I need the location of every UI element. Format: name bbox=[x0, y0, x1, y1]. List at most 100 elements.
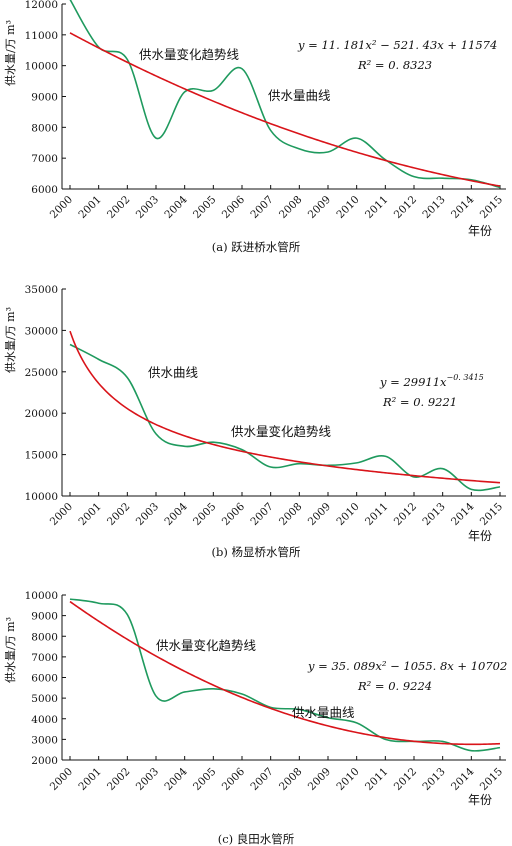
figure-caption: (b) 杨显桥水管所 bbox=[212, 545, 301, 559]
x-tick-label: 2003 bbox=[134, 194, 161, 221]
trend-line-label: 供水量变化趋势线 bbox=[231, 424, 332, 439]
x-tick-label: 2012 bbox=[392, 501, 419, 528]
x-tick-label: 2011 bbox=[363, 194, 390, 221]
x-tick-label: 2001 bbox=[76, 766, 103, 793]
y-tick-label: 25000 bbox=[25, 367, 58, 379]
r-squared: R² = 0. 8323 bbox=[357, 58, 432, 72]
x-tick-label: 2002 bbox=[105, 766, 132, 793]
x-tick-label: 2005 bbox=[191, 766, 218, 793]
y-axis-label: 供水量/万 m³ bbox=[3, 307, 17, 373]
figure-caption: (c) 良田水管所 bbox=[218, 832, 295, 846]
x-axis-label: 年份 bbox=[468, 793, 492, 807]
trend-equation: y = 29911x−0. 3415 bbox=[379, 373, 484, 389]
x-tick-label: 2011 bbox=[363, 766, 390, 793]
x-tick-label: 2000 bbox=[48, 194, 75, 221]
y-tick-label: 6000 bbox=[31, 673, 58, 685]
trend-equation-exponent: −0. 3415 bbox=[447, 373, 484, 382]
trend-line bbox=[69, 600, 501, 746]
x-tick-label: 2007 bbox=[248, 501, 275, 528]
x-tick-label: 2013 bbox=[420, 766, 447, 793]
x-tick-label: 2004 bbox=[162, 500, 190, 528]
x-tick-label: 2008 bbox=[277, 501, 304, 528]
supply-curve bbox=[69, 598, 501, 752]
x-tick-label: 2015 bbox=[478, 766, 505, 793]
y-tick-label: 9000 bbox=[31, 611, 58, 623]
x-tick-label: 2001 bbox=[76, 194, 103, 221]
y-tick-label: 10000 bbox=[25, 590, 58, 602]
y-tick-label: 12000 bbox=[25, 0, 58, 11]
x-tick-label: 2010 bbox=[334, 194, 361, 221]
y-axis-label: 供水量/万 m³ bbox=[3, 617, 17, 683]
trend-equation-text: y = 11. 181x² − 521. 43x + 11574 bbox=[297, 38, 497, 52]
x-tick-label: 2006 bbox=[220, 500, 248, 528]
y-tick-label: 3000 bbox=[31, 734, 58, 746]
r-squared: R² = 0. 9221 bbox=[382, 395, 457, 409]
supply-curve bbox=[69, 343, 501, 492]
y-tick-label: 2000 bbox=[31, 755, 58, 767]
supply-curve-label: 供水量曲线 bbox=[292, 705, 355, 720]
y-tick-label: 30000 bbox=[25, 325, 58, 337]
x-tick-label: 2008 bbox=[277, 766, 304, 793]
x-tick-label: 2004 bbox=[162, 765, 190, 793]
trend-equation: y = 35. 089x² − 1055. 8x + 10702 bbox=[307, 659, 507, 673]
x-tick-label: 2006 bbox=[220, 765, 248, 793]
x-tick-label: 2011 bbox=[363, 501, 390, 528]
x-tick-label: 2013 bbox=[420, 501, 447, 528]
x-tick-label: 2009 bbox=[306, 766, 333, 793]
r-squared: R² = 0. 9224 bbox=[357, 679, 432, 693]
x-tick-label: 2004 bbox=[162, 193, 190, 221]
x-tick-label: 2000 bbox=[48, 501, 75, 528]
x-tick-label: 2015 bbox=[478, 501, 505, 528]
x-tick-label: 2003 bbox=[134, 766, 161, 793]
y-tick-label: 20000 bbox=[25, 408, 58, 420]
x-tick-label: 2014 bbox=[449, 765, 477, 793]
y-axis-label: 供水量/万 m³ bbox=[3, 20, 17, 86]
x-tick-label: 2014 bbox=[449, 500, 477, 528]
y-tick-label: 6000 bbox=[31, 184, 58, 196]
x-tick-label: 2012 bbox=[392, 194, 419, 221]
supply-curve-label: 供水曲线 bbox=[148, 365, 199, 380]
x-tick-label: 2015 bbox=[478, 194, 505, 221]
x-axis-label: 年份 bbox=[468, 224, 492, 238]
x-tick-label: 2002 bbox=[105, 194, 132, 221]
trend-line-label: 供水量变化趋势线 bbox=[139, 47, 240, 62]
x-tick-label: 2013 bbox=[420, 194, 447, 221]
trend-equation-text: y = 35. 089x² − 1055. 8x + 10702 bbox=[307, 659, 507, 673]
x-tick-label: 2005 bbox=[191, 194, 218, 221]
y-tick-label: 10000 bbox=[25, 61, 58, 73]
x-tick-label: 2003 bbox=[134, 501, 161, 528]
y-tick-label: 7000 bbox=[31, 652, 58, 664]
y-tick-label: 5000 bbox=[31, 693, 58, 705]
x-tick-label: 2007 bbox=[248, 766, 275, 793]
supply-curve bbox=[69, 0, 501, 189]
trend-line-label: 供水量变化趋势线 bbox=[156, 638, 257, 653]
trend-line bbox=[69, 32, 501, 187]
x-tick-label: 2001 bbox=[76, 501, 103, 528]
x-tick-label: 2012 bbox=[392, 766, 419, 793]
trend-line bbox=[69, 330, 501, 484]
x-tick-label: 2010 bbox=[334, 766, 361, 793]
trend-equation: y = 11. 181x² − 521. 43x + 11574 bbox=[297, 38, 497, 52]
y-tick-label: 11000 bbox=[25, 30, 58, 42]
supply-curve-label: 供水量曲线 bbox=[268, 88, 331, 103]
y-tick-label: 8000 bbox=[31, 122, 58, 134]
chart-c: 2000 3000 4000 5000 6000 7000 8000 9000 10000 200… bbox=[3, 590, 507, 846]
trend-equation-text: y = 29911x bbox=[379, 375, 447, 389]
x-tick-label: 2008 bbox=[277, 194, 304, 221]
x-tick-label: 2010 bbox=[334, 501, 361, 528]
x-tick-label: 2005 bbox=[191, 501, 218, 528]
x-axis-label: 年份 bbox=[468, 529, 492, 543]
y-tick-label: 7000 bbox=[31, 153, 58, 165]
y-tick-label: 35000 bbox=[25, 284, 58, 296]
x-tick-label: 2009 bbox=[306, 194, 333, 221]
y-tick-label: 15000 bbox=[25, 450, 58, 462]
x-tick-label: 2007 bbox=[248, 194, 275, 221]
y-tick-label: 8000 bbox=[31, 631, 58, 643]
x-tick-label: 2006 bbox=[220, 193, 248, 221]
y-tick-label: 10000 bbox=[25, 491, 58, 503]
x-tick-label: 2002 bbox=[105, 501, 132, 528]
figure-caption: (a) 跃进桥水管所 bbox=[212, 240, 301, 254]
